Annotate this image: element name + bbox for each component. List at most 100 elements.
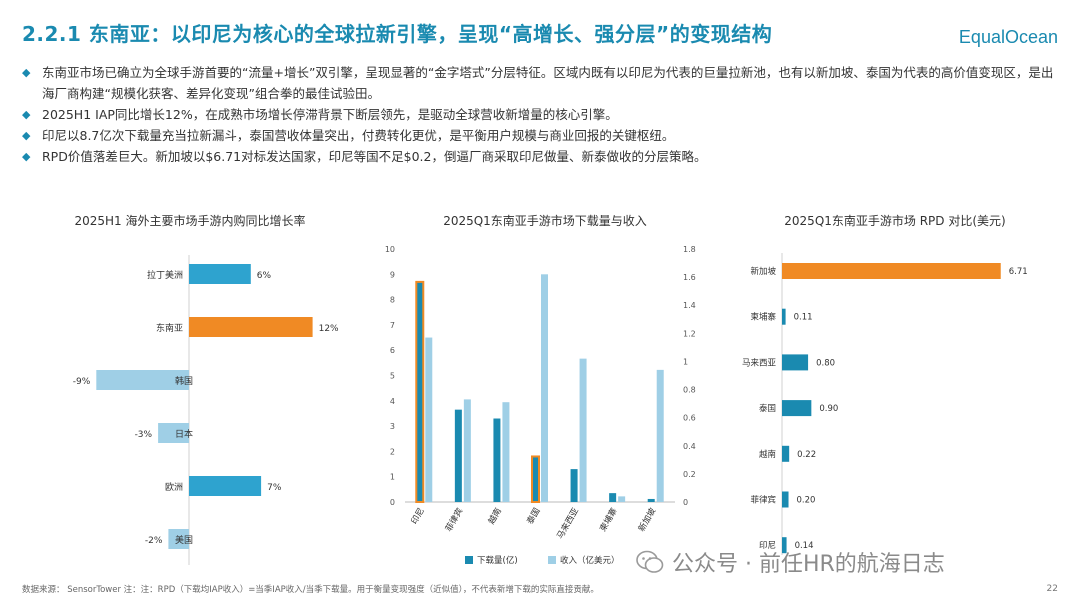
category-label: 新加坡 <box>750 266 776 277</box>
category-label: 柬埔寨 <box>750 312 776 323</box>
x-tick-label: 菲律宾 <box>443 506 465 534</box>
y2-tick-label: 1.8 <box>683 245 696 254</box>
bar <box>782 354 809 371</box>
download-bar <box>454 409 462 502</box>
revenue-bar <box>618 496 626 502</box>
bullet-text: 印尼以8.7亿次下载量充当拉新漏斗，泰国营收体量突出，付费转化更优，是平衡用户规… <box>42 128 675 143</box>
y-tick-label: 1 <box>390 473 395 482</box>
chart1-title: 2025H1 海外主要市场手游内购同比增长率 <box>74 214 306 228</box>
data-label: 0.14 <box>795 541 814 551</box>
page-title: 2.2.1 东南亚：以印尼为核心的全球拉新引擎，呈现“高增长、强分层”的变现结构 <box>22 22 773 46</box>
y2-tick-label: 1 <box>683 357 688 366</box>
category-label: 马来西亚 <box>742 358 777 368</box>
category-label: 拉丁美洲 <box>147 269 183 281</box>
bullet-item: ◆ 印尼以8.7亿次下载量充当拉新漏斗，泰国营收体量突出，付费转化更优，是平衡用… <box>22 125 1057 146</box>
y-tick-label: 6 <box>390 346 395 355</box>
data-label: 7% <box>267 483 282 493</box>
download-bar <box>415 280 425 503</box>
data-label: 12% <box>319 324 339 334</box>
download-bar <box>531 455 540 504</box>
legend-label: 收入（亿美元） <box>560 555 620 566</box>
data-label: 6% <box>257 271 272 281</box>
y2-tick-label: 0.4 <box>683 442 696 451</box>
data-label: -3% <box>135 430 153 440</box>
rpd-chart: 新加坡 6.71 柬埔寨 0.11 马来西亚 0.80 泰国 0.90 越南 0.22 菲律宾 0.2… <box>742 253 1028 555</box>
revenue-bar <box>656 369 664 502</box>
bullet-item: ◆ 东南亚市场已确立为全球手游首要的“流量+增长”双引擎，呈现显著的“金字塔式”… <box>22 62 1057 104</box>
category-label: 菲律宾 <box>750 495 776 506</box>
bar <box>782 491 789 508</box>
y-tick-label: 9 <box>390 270 395 279</box>
watermark: 公众号 · 前任HR的航海日志 <box>636 546 945 578</box>
revenue-bar <box>579 358 587 502</box>
data-label: 6.71 <box>1009 267 1028 277</box>
bullet-list: ◆ 东南亚市场已确立为全球手游首要的“流量+增长”双引擎，呈现显著的“金字塔式”… <box>22 62 1057 167</box>
bar <box>189 264 251 284</box>
watermark-text: 公众号 · 前任HR的航海日志 <box>672 552 945 577</box>
data-label: 0.22 <box>797 450 816 460</box>
y-tick-label: 8 <box>390 296 395 305</box>
bar <box>782 445 790 462</box>
bullet-item: ◆ 2025H1 IAP同比增长12%，在成熟市场增长停滞背景下断层领先，是驱动… <box>22 104 1057 125</box>
chart2-title: 2025Q1东南亚手游市场下载量与收入 <box>443 214 647 228</box>
diamond-bullet-icon: ◆ <box>22 108 31 121</box>
bar <box>782 263 1001 279</box>
download-bar <box>570 469 578 502</box>
bar <box>782 400 812 417</box>
downloads-revenue-chart: 0 1 2 3 4 5 6 7 8 9 10 0 0.2 0.4 0.6 0.8 1 1.2 1.4 1.6 1.8 印尼… <box>385 245 696 566</box>
data-label: 0.20 <box>797 496 816 506</box>
y2-tick-label: 1.6 <box>683 273 696 282</box>
data-label: -9% <box>73 377 91 387</box>
y2-tick-label: 0.8 <box>683 386 696 395</box>
chart3-title: 2025Q1东南亚手游市场 RPD 对比(美元) <box>784 214 1006 228</box>
legend-swatch <box>548 556 556 564</box>
y2-tick-label: 0.2 <box>683 470 696 479</box>
category-label: 韩国 <box>175 375 193 387</box>
bar <box>782 308 786 325</box>
bullet-text: 东南亚市场已确立为全球手游首要的“流量+增长”双引擎，呈现显著的“金字塔式”分层… <box>42 65 1054 101</box>
y2-tick-label: 0.6 <box>683 414 696 423</box>
y-tick-label: 0 <box>390 498 395 507</box>
category-label: 美国 <box>175 534 193 546</box>
bullet-item: ◆ RPD价值落差巨大。新加坡以$6.71对标发达国家，印尼等国不足$0.2，倒… <box>22 146 1057 167</box>
wechat-icon <box>636 550 664 573</box>
x-tick-label: 印尼 <box>409 506 427 526</box>
bar <box>189 317 313 337</box>
bar <box>158 423 189 443</box>
category-label: 东南亚 <box>156 322 183 334</box>
revenue-bar <box>463 399 471 502</box>
equalocean-logo: EqualOcean <box>958 27 1058 47</box>
y-tick-label: 10 <box>385 245 395 254</box>
x-tick-label: 马来西亚 <box>556 506 582 541</box>
x-tick-label: 泰国 <box>525 506 543 526</box>
download-bar <box>493 418 501 502</box>
bar <box>189 476 262 496</box>
legend-label: 下载量(亿) <box>477 555 518 566</box>
iap-growth-chart: 拉丁美洲 6% 东南亚 12% 韩国 -9% 日本 -3% 欧洲 7% 美国 -2% <box>73 255 339 565</box>
category-label: 越南 <box>759 449 776 460</box>
data-label: -2% <box>145 536 163 546</box>
category-label: 欧洲 <box>165 481 183 493</box>
data-label: 0.90 <box>819 404 838 414</box>
bullet-text: 2025H1 IAP同比增长12%，在成熟市场增长停滞背景下断层领先，是驱动全球… <box>42 107 618 122</box>
revenue-bar <box>502 402 510 502</box>
data-label: 0.11 <box>794 313 813 323</box>
download-bar <box>647 498 655 502</box>
y-tick-label: 7 <box>390 321 395 330</box>
y-tick-label: 4 <box>390 397 395 406</box>
bullet-text: RPD价值落差巨大。新加坡以$6.71对标发达国家，印尼等国不足$0.2，倒逼厂… <box>42 149 707 164</box>
x-tick-label: 柬埔寨 <box>597 506 620 534</box>
bar <box>96 370 189 390</box>
category-label: 日本 <box>175 428 193 440</box>
y2-tick-label: 1.4 <box>683 301 696 310</box>
legend-swatch <box>465 556 473 564</box>
diamond-bullet-icon: ◆ <box>22 150 31 163</box>
x-tick-label: 越南 <box>486 506 504 526</box>
y-tick-label: 5 <box>390 372 395 381</box>
y-tick-label: 3 <box>390 422 395 431</box>
y-tick-label: 2 <box>390 447 395 456</box>
data-label: 0.80 <box>816 358 835 368</box>
y2-tick-label: 0 <box>683 498 688 507</box>
y2-tick-label: 1.2 <box>683 329 696 338</box>
x-tick-label: 新加坡 <box>636 506 659 534</box>
